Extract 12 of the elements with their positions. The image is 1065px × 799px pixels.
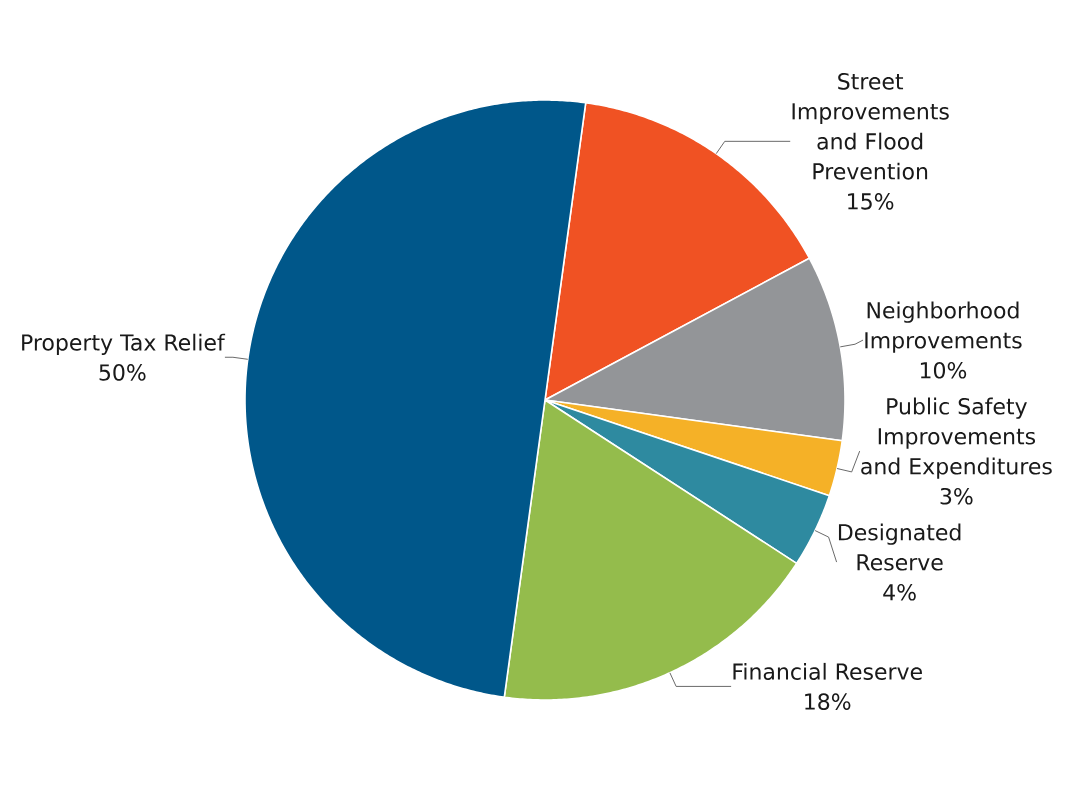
data-label: 15%: [848, 193, 894, 210]
slice-label: Designated Reserve: [838, 523, 961, 571]
slice-label: Street Improvements and Flood Prevention: [792, 73, 949, 180]
data-label: 4%: [883, 583, 916, 601]
data-label: 10%: [920, 361, 967, 379]
slice-label: Financial Reserve: [733, 662, 922, 680]
slice-label: Property Tax Relief: [22, 333, 226, 356]
data-label: 50%: [99, 364, 146, 381]
data-label: 3%: [940, 487, 973, 505]
slice-label: Neighborhood Improvements: [865, 301, 1022, 353]
slice-label: Public Safety Improvements and Expenditures: [861, 397, 1052, 479]
data-label: 18%: [805, 693, 851, 710]
